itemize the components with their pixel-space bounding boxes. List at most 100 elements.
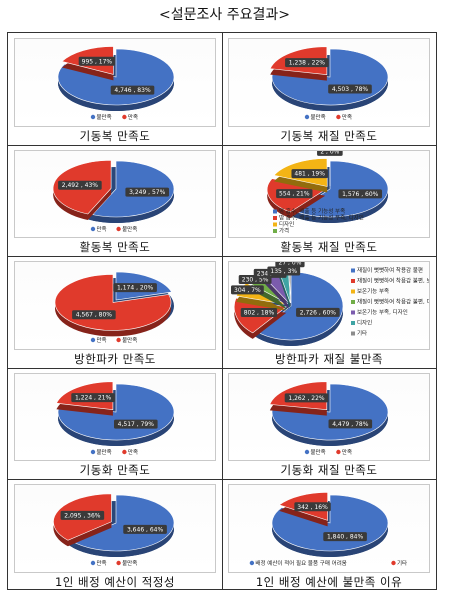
pie-chart-svg: 2,726 , 60%802 , 18%304 , 7%230 , 5%234 … (231, 262, 430, 346)
data-label-text: 802 , 18% (244, 310, 275, 317)
data-label-text: 342 , 16% (297, 504, 328, 511)
data-label-box (240, 308, 278, 318)
legend-text: 땀 흡수, 배출 등 기능성 부족, 디자인 (279, 213, 364, 221)
data-label-box (110, 85, 155, 95)
data-label: 4,746 , 83% (110, 85, 155, 95)
legend-swatch (90, 337, 96, 343)
data-label-text: 1,224 , 21% (75, 394, 112, 401)
data-label: 4,479 , 78% (328, 418, 373, 428)
data-label-box (338, 188, 383, 198)
chart-cell: 3,249 , 57% 2,492 , 43% 만족 불만족 활동복 만족도 (8, 145, 222, 257)
data-label-box (58, 180, 102, 190)
grid-divider-1 (8, 145, 436, 146)
data-label-text: 2,492 , 43% (62, 182, 99, 189)
data-label-box (296, 307, 340, 317)
legend-text: 불만족 (97, 113, 112, 121)
legend-text: 재질이 뻣뻣하여 착용감 불편, 디자인 (357, 298, 430, 306)
legend-text: 만족 (128, 448, 138, 456)
data-label-box (72, 310, 116, 320)
legend-text: 배정 예산이 적어 필요 물품 구매 어려움 (255, 559, 346, 567)
data-label-text: 4,567 , 80% (76, 312, 113, 319)
data-label-box (78, 56, 116, 66)
data-label-text: 2,726 , 60% (300, 309, 337, 316)
legend-swatch (116, 337, 121, 343)
data-label-box (328, 84, 372, 94)
legend-swatch (90, 560, 96, 566)
chart-caption: 기동화 재질 만족도 (280, 463, 378, 477)
pie-slice (256, 271, 344, 341)
data-label: 304 , 7% (231, 285, 264, 295)
legend-text: 만족 (342, 448, 352, 456)
data-label-box (284, 392, 329, 402)
legend-text: 만족 (97, 336, 107, 344)
legend-text: 불만족 (122, 225, 137, 233)
legend-swatch (273, 228, 277, 233)
data-label: 995 , 17% (78, 56, 116, 66)
data-label-text: 304 , 7% (234, 287, 261, 294)
legend-swatch (90, 226, 96, 231)
data-label: 4,503 , 78% (328, 84, 372, 94)
legend-swatch (273, 215, 277, 220)
legend-text: 디자인 (279, 220, 294, 228)
legend-text: 불만족 (122, 336, 137, 344)
pie-slice (294, 160, 389, 217)
pie-chart-svg: 1,576 , 60% 554 , 21% 481 , 19% 2 , 0% 땀 흡수,… (266, 150, 389, 234)
data-label-text: 27 , 0% (279, 262, 302, 267)
pie-chart-svg: 4,746 , 83% 995 , 17% 불만족 만족 (57, 46, 175, 121)
data-label-text: 1,174 , 20% (117, 285, 154, 292)
legend-text: 불만족 (311, 113, 326, 121)
chart-caption: 활동복 재질 만족도 (280, 240, 378, 254)
pie-chart-svg: 3,249 , 57% 2,492 , 43% 만족 불만족 (52, 159, 175, 233)
legend-text: 가격 (279, 226, 289, 234)
data-label-text: 2 , 0% (320, 151, 339, 155)
data-label: 4,567 , 80% (72, 310, 116, 320)
data-label-box (60, 510, 105, 520)
legend-text: 만족 (128, 113, 138, 121)
pie-chart-svg: 4,503 , 78% 1,238 , 22% 불만족 만족 (269, 46, 389, 121)
data-label-box (125, 187, 170, 197)
data-label: 27 , 0% (275, 262, 305, 268)
data-label: 2,726 , 60% (296, 307, 340, 317)
legend-swatch (351, 289, 355, 294)
data-label-box (294, 502, 331, 512)
data-label-box (328, 418, 373, 428)
grid-divider-vertical (222, 33, 223, 589)
data-label-text: 4,503 , 78% (332, 86, 369, 93)
data-label-text: 3,249 , 57% (129, 189, 166, 196)
pie-chart-panel: 1,840 , 84% 342 , 16% 배정 예산이 적어 필요 물품 구매 어… (228, 484, 430, 573)
legend-swatch (304, 114, 310, 120)
data-label-box (114, 419, 158, 429)
legend-text: 땀 흡수, 배출 등 기능성 부족 (279, 207, 345, 215)
chart-cell: 1,174 , 20% 4,567 , 80% 만족 불만족 방한파카 만족도 (8, 256, 222, 368)
legend-text: 불만족 (97, 448, 112, 456)
pie-chart-panel: 4,479 , 78% 1,262 , 22% 불만족 만족 (228, 372, 430, 461)
data-label: 3,646 , 64% (123, 524, 167, 534)
pie-chart-panel: 3,249 , 57% 2,492 , 43% 만족 불만족 (14, 149, 216, 238)
data-label-box (291, 168, 328, 178)
pie-chart-panel: 4,517 , 79% 1,224 , 21% 불만족 만족 (14, 372, 216, 461)
pie-chart-svg: 1,174 , 20% 4,567 , 80% 만족 불만족 (54, 271, 174, 344)
grid-divider-3 (8, 368, 436, 369)
data-label-box (323, 532, 367, 542)
data-label-text: 481 , 19% (294, 170, 325, 177)
legend-swatch (90, 449, 96, 454)
pie-chart-svg: 3,646 , 64% 2,095 , 36% 만족 불만족 (53, 493, 175, 567)
chart-caption: 방한파카 재질 불만족 (274, 351, 384, 366)
data-label-box (267, 266, 301, 276)
legend-swatch (249, 560, 255, 566)
data-label-text: 4,746 , 83% (114, 87, 151, 94)
grid-divider-2 (8, 256, 436, 257)
legend-swatch (90, 114, 96, 120)
chart-caption: 기동복 재질 만족도 (280, 128, 378, 143)
pie-slice-depth (261, 276, 290, 310)
data-label: 342 , 16% (294, 502, 331, 512)
legend-text: 불만족 (122, 559, 137, 567)
data-label: 3,249 , 57% (125, 187, 170, 197)
pie-chart-panel: 2,726 , 60% 802 , 18% 304 , 7% 230 , 5% 234 … (228, 261, 430, 350)
chart-caption: 1인 배정 예산이 적정성 (54, 574, 175, 589)
pie-slice (71, 494, 175, 552)
legend-swatch (273, 209, 277, 213)
data-label-box (285, 58, 329, 68)
legend-text: 기타 (397, 559, 407, 567)
chart-cell: 1,840 , 84% 342 , 16% 배정 예산이 적어 필요 물품 구매 어… (222, 479, 436, 591)
